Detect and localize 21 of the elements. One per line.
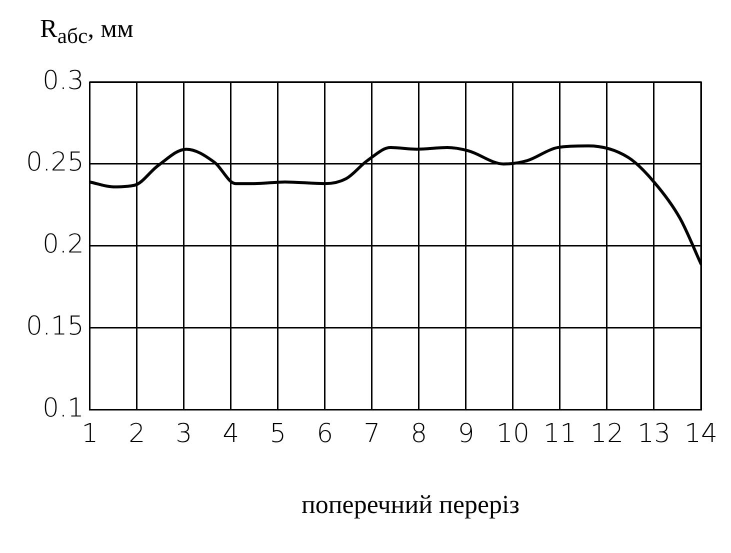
y-tick-label: 0.15	[26, 312, 84, 342]
x-tick-label: 14	[684, 419, 718, 450]
x-tick-label: 10	[496, 419, 530, 450]
y-tick-label: 0.25	[26, 148, 84, 178]
y-tick-label: 0.1	[42, 394, 84, 424]
x-tick-label: 3	[176, 419, 192, 450]
y-tick-label: 0.3	[42, 66, 84, 96]
x-tick-label: 8	[410, 419, 428, 450]
x-tick-label: 9	[458, 419, 474, 450]
y-axis-title: R$_{абс}$, мм	[40, 14, 134, 50]
x-tick-label: 12	[590, 419, 624, 450]
x-tick-label: 7	[364, 419, 380, 450]
x-axis-title: поперечний переріз	[300, 490, 521, 520]
x-tick-label: 5	[270, 419, 286, 450]
x-tick-label: 13	[637, 419, 671, 450]
x-tick-label: 4	[222, 419, 240, 450]
x-tick-label: 6	[316, 419, 334, 450]
y-tick-label: 0.2	[42, 230, 84, 260]
x-tick-label: 2	[128, 419, 146, 450]
x-tick-label: 1	[82, 419, 98, 450]
x-tick-label: 11	[543, 419, 577, 450]
